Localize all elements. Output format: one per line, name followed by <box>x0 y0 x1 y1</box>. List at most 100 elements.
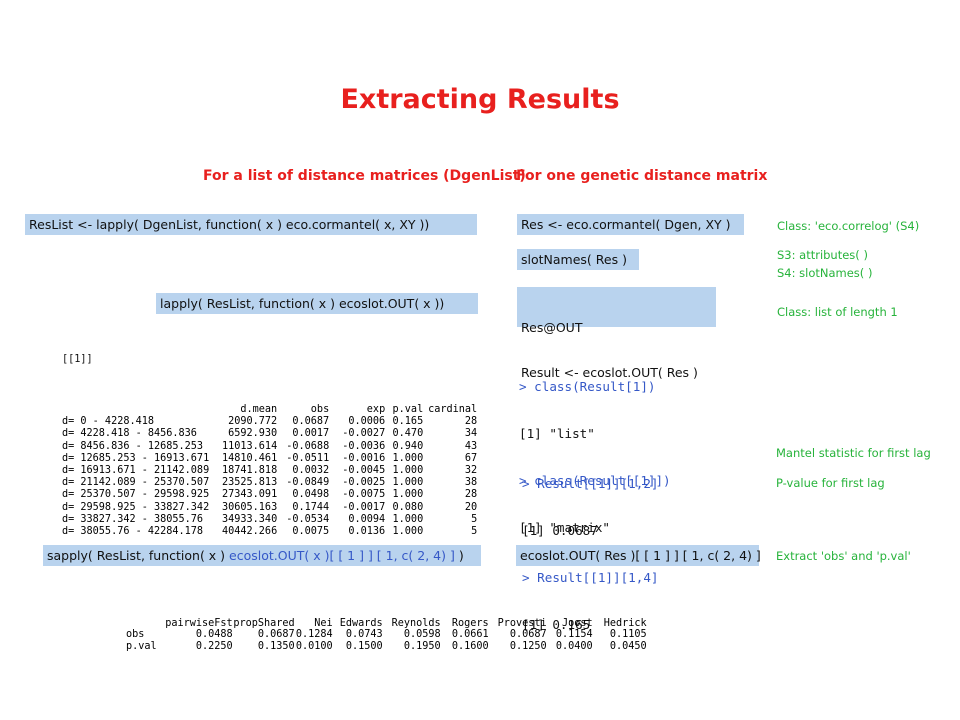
table-cell: 20 <box>464 501 478 513</box>
table-cell: 0.470 <box>392 428 424 440</box>
table-cell: 0.0006 <box>348 416 386 428</box>
note-s4: S4: slotNames( ) <box>777 266 873 280</box>
row-label: d= 0 - 4228.418 <box>62 416 155 428</box>
console-line: > Result[[1]][1,4] <box>522 569 659 585</box>
console-line: [1] "list" <box>519 425 595 441</box>
col-header: obs <box>310 404 330 415</box>
right-heading: For one genetic distance matrix <box>516 168 768 184</box>
table-cell: 18741.818 <box>222 465 278 477</box>
row-label: d= 4228.418 - 8456.836 <box>62 428 197 440</box>
table-cell: 0.0743 <box>345 629 383 641</box>
row-label: d= 16913.671 - 21142.089 <box>62 465 210 477</box>
table-cell: 43 <box>464 440 478 452</box>
sapply-code-part: sapply( ResList, function( x ) <box>47 548 230 563</box>
table-cell: 0.0094 <box>348 513 386 525</box>
table-row: p.val 0.2250 0.1350 0.0100 0.1500 0.1950 0.160… <box>126 641 647 652</box>
table-cell: 0.1500 <box>345 640 383 652</box>
col-header: Reynolds <box>391 618 441 629</box>
res-code: Res <- eco.cormantel( Dgen, XY ) <box>517 214 744 235</box>
table-row: d= 29598.925 - 33827.342 30605.163 0.1744-… <box>62 502 477 514</box>
distance-table: d.mean obs exp p.val cardinal d= 0 - 422… <box>62 366 477 557</box>
col-header: exp <box>366 404 386 415</box>
table-cell: 1.000 <box>392 513 424 525</box>
table-cell: -0.0511 <box>286 452 330 464</box>
table-cell: 0.165 <box>392 416 424 428</box>
table-row: d= 25370.507 - 29598.925 27343.091 0.0498-… <box>62 489 477 501</box>
resout-code: Res@OUT Result <- ecoslot.OUT( Res ) <box>517 287 716 380</box>
table-cell: 0.0598 <box>403 629 441 641</box>
table-cell: 0.1744 <box>292 501 330 513</box>
col-header: Hedrick <box>603 618 647 629</box>
distance-table-header: d.mean obs exp p.val cardinal <box>62 404 477 416</box>
table-cell: -0.0534 <box>286 513 330 525</box>
row-label: d= 33827.342 - 38055.76 <box>62 513 204 525</box>
table-cell: -0.0849 <box>286 477 330 489</box>
console-line: > class(Result[[1]]) <box>519 472 671 488</box>
table-row: d= 16913.671 - 21142.089 18741.818 0.0032-… <box>62 465 477 477</box>
table-cell: 0.0075 <box>292 526 330 538</box>
table-cell: 0.1950 <box>403 640 441 652</box>
table-cell: 0.0017 <box>292 428 330 440</box>
table-cell: 67 <box>464 452 478 464</box>
col-header: p.val <box>392 404 424 415</box>
sapply-code-part: ecoslot.OUT( x )[ [ 1 ] ] [ 1, c( 2, 4) … <box>229 548 455 563</box>
table-cell: 0.1154 <box>555 629 593 641</box>
row-label: d= 21142.089 - 25370.507 <box>62 477 210 489</box>
table-cell: 1.000 <box>392 489 424 501</box>
table-cell: 1.000 <box>392 452 424 464</box>
left-heading: For a list of distance matrices (DgenLis… <box>203 168 526 184</box>
table-cell: 0.0136 <box>348 526 386 538</box>
table-cell: 1.000 <box>392 526 424 538</box>
table-row: d= 21142.089 - 25370.507 23525.813 -0.0849… <box>62 477 477 489</box>
table-cell: 0.0687 <box>257 629 295 641</box>
table-cell: 0.940 <box>392 440 424 452</box>
table-cell: -0.0075 <box>342 489 386 501</box>
slotnames-code: slotNames( Res ) <box>517 249 639 270</box>
row-label: d= 29598.925 - 33827.342 <box>62 501 210 513</box>
table-cell: 28 <box>464 489 478 501</box>
table-cell: 0.1600 <box>451 640 489 652</box>
table-cell: 0.0100 <box>295 640 333 652</box>
col-header: propShared <box>233 618 295 629</box>
table-cell: 0.2250 <box>195 640 233 652</box>
table-cell: 34933.340 <box>222 513 278 525</box>
col-header: Edwards <box>339 618 383 629</box>
table-cell: 2090.772 <box>228 416 278 428</box>
table-cell: 11013.614 <box>222 440 278 452</box>
table-cell: 30605.163 <box>222 501 278 513</box>
sapply-code: sapply( ResList, function( x ) ecoslot.O… <box>43 545 481 566</box>
console-line: [1] "matrix" <box>519 519 610 535</box>
table-row: d= 8456.836 - 12685.253 11013.614 -0.0688-… <box>62 441 477 453</box>
table-cell: 6592.930 <box>228 428 278 440</box>
table-cell: -0.0017 <box>342 501 386 513</box>
table-cell: 38 <box>464 477 478 489</box>
list-label: [[1]] <box>62 354 93 365</box>
table-row: obs 0.0488 0.0687 0.1284 0.0743 0.0598 0.0661 0… <box>126 629 647 640</box>
table-cell: 0.0687 <box>509 629 547 641</box>
table-cell: -0.0025 <box>342 477 386 489</box>
table-cell: 0.0032 <box>292 465 330 477</box>
row-label: obs <box>126 629 145 641</box>
table-cell: 0.0498 <box>292 489 330 501</box>
row-label: d= 12685.253 - 16913.671 <box>62 452 210 464</box>
table-cell: 28 <box>464 416 478 428</box>
lapply-out-code: lapply( ResList, function( x ) ecoslot.O… <box>156 293 478 314</box>
table-cell: 1.000 <box>392 477 424 489</box>
table-cell: 0.1284 <box>295 629 333 641</box>
resout-line2: Result <- ecoslot.OUT( Res ) <box>521 365 698 380</box>
table-cell: 0.1350 <box>257 640 295 652</box>
table-row: d= 12685.253 - 16913.671 14810.461 -0.0511… <box>62 453 477 465</box>
note-class-list: Class: list of length 1 <box>777 305 898 319</box>
col-header: Nei <box>314 618 333 629</box>
console-class-output: > class(Result[1]) [1] "list" > class(Re… <box>519 348 671 551</box>
console-line: [1] 0.0687 <box>522 522 598 538</box>
table-cell: 1.000 <box>392 465 424 477</box>
console-line: > Result[[1]][1,2] <box>522 476 659 492</box>
resout-line1: Res@OUT <box>521 320 583 335</box>
table-cell: 0.0687 <box>292 416 330 428</box>
table-cell: 40442.266 <box>222 526 278 538</box>
table-cell: -0.0016 <box>342 452 386 464</box>
table-cell: 23525.813 <box>222 477 278 489</box>
console-result-output: > Result[[1]][1,2] [1] 0.0687 > Result[[… <box>522 445 658 648</box>
table-row: d= 4228.418 - 8456.836 6592.930 0.0017 -0.0… <box>62 428 477 440</box>
